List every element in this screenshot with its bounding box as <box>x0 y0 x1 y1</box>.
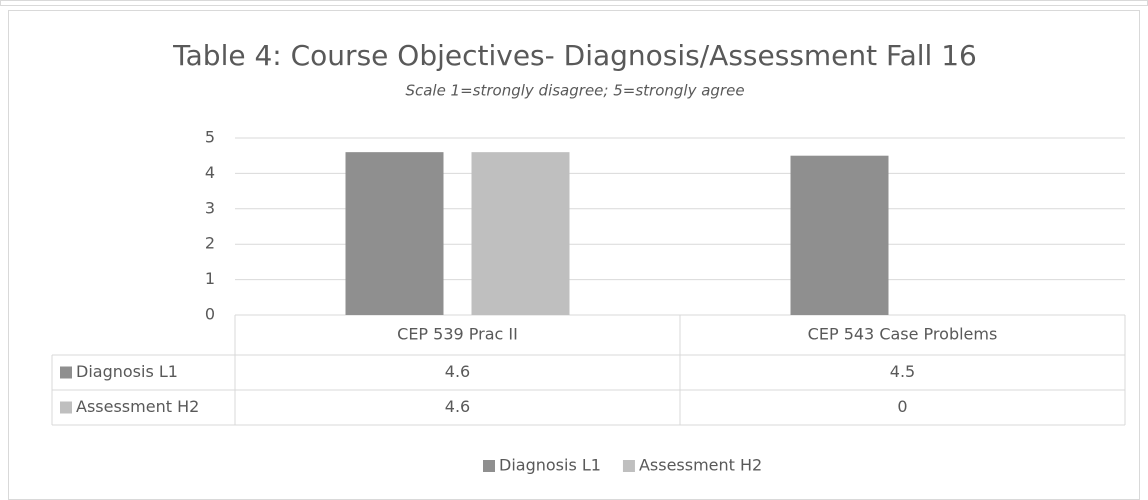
chart-frame <box>8 10 1140 500</box>
table-grid <box>51 315 1126 426</box>
y-tick-label: 1 <box>205 269 215 288</box>
chart-subtitle: Scale 1=strongly disagree; 5=strongly ag… <box>405 82 744 100</box>
x-tick-label: CEP 539 Prac II <box>397 325 518 344</box>
bar <box>790 155 889 315</box>
table-value: 0 <box>897 397 907 416</box>
table-value: 4.6 <box>445 397 470 416</box>
y-tick-label: 4 <box>205 163 215 182</box>
legend-label: Diagnosis L1 <box>499 456 601 475</box>
legend-key <box>622 460 635 472</box>
legend-label: Assessment H2 <box>639 456 762 475</box>
frame-top <box>0 0 1148 6</box>
x-tick-label: CEP 543 Case Problems <box>808 325 998 344</box>
table-legend-key <box>60 366 72 379</box>
chart-title: Table 4: Course Objectives- Diagnosis/As… <box>172 39 977 72</box>
bar <box>471 152 570 315</box>
y-tick-label: 5 <box>205 128 215 147</box>
table-legend-key <box>60 401 72 414</box>
bar <box>345 152 444 315</box>
table-value: 4.6 <box>445 362 470 381</box>
legend-key <box>483 460 495 472</box>
table-row-label: Assessment H2 <box>76 397 199 416</box>
y-tick-label: 3 <box>205 198 215 217</box>
y-tick-label: 0 <box>205 305 215 324</box>
table-value: 4.5 <box>890 362 915 381</box>
table-row-label: Diagnosis L1 <box>76 362 178 381</box>
y-tick-label: 2 <box>205 234 215 253</box>
